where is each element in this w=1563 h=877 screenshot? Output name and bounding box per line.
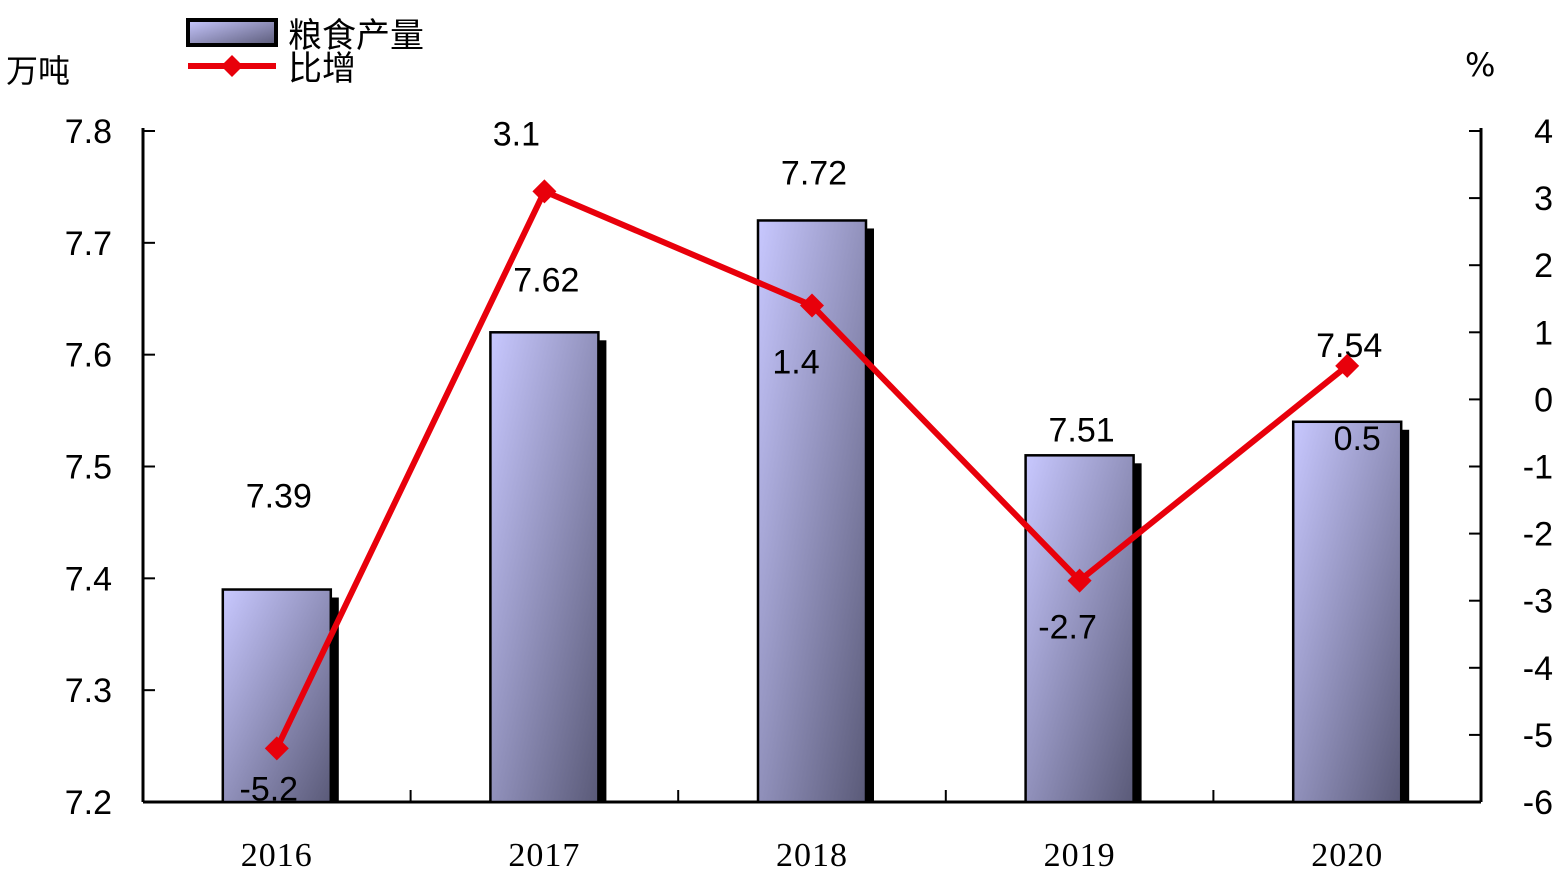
bar-value-labels: 7.397.627.727.517.54 — [246, 154, 1383, 515]
growth-value-label: 0.5 — [1334, 420, 1381, 458]
bar — [489, 331, 600, 804]
right-axis-ticks: -6 -5 -4 -3 -2 -1 0 1 2 3 4 — [1469, 113, 1553, 822]
line-value-labels: -5.2 3.1 1.4 -2.7 0.5 — [240, 115, 1381, 808]
left-axis-unit: 万吨 — [6, 52, 70, 90]
growth-value-label: -2.7 — [1038, 609, 1097, 647]
bar-value-label: 7.62 — [513, 261, 579, 299]
left-tick-label: 7.6 — [65, 337, 112, 375]
bar-value-label: 7.39 — [246, 478, 312, 516]
growth-point — [1335, 353, 1360, 378]
bar — [221, 588, 333, 804]
right-tick-label: -5 — [1523, 717, 1553, 755]
right-tick-label: 2 — [1534, 247, 1553, 285]
right-tick-label: -2 — [1523, 516, 1553, 554]
bar-series — [221, 219, 1410, 804]
growth-point — [800, 293, 824, 318]
right-tick-label: -1 — [1523, 449, 1553, 487]
x-axis-ticks: 2016 2017 2018 2019 2020 — [241, 790, 1383, 874]
bar-value-label: 7.72 — [781, 154, 847, 192]
growth-point — [532, 179, 557, 204]
bar — [1291, 420, 1403, 804]
left-axis-ticks: 7.2 7.3 7.4 7.5 7.6 7.7 7.8 — [65, 113, 155, 822]
line-series — [264, 179, 1360, 761]
x-tick-label: 2018 — [776, 837, 848, 874]
right-tick-label: 4 — [1534, 113, 1553, 151]
left-tick-label: 7.8 — [65, 113, 112, 151]
bar-value-label: 7.51 — [1049, 411, 1115, 449]
growth-point — [264, 736, 289, 761]
legend-marker-growth — [221, 55, 243, 77]
right-tick-label: -6 — [1523, 784, 1553, 822]
right-tick-label: 0 — [1534, 381, 1553, 419]
growth-point — [1067, 568, 1092, 593]
left-tick-label: 7.4 — [65, 560, 112, 598]
legend-swatch-production — [186, 18, 278, 47]
left-tick-label: 7.3 — [65, 672, 112, 710]
bar — [1024, 454, 1135, 804]
growth-value-label: 3.1 — [493, 115, 540, 153]
growth-value-label: 1.4 — [772, 343, 819, 381]
left-tick-label: 7.7 — [65, 225, 112, 263]
x-tick-label: 2020 — [1311, 837, 1383, 874]
x-tick-label: 2017 — [508, 837, 580, 874]
right-tick-label: 1 — [1534, 314, 1553, 352]
left-tick-label: 7.2 — [65, 784, 112, 822]
right-tick-label: -4 — [1523, 650, 1553, 688]
x-tick-label: 2016 — [241, 837, 313, 874]
legend-label-production: 粮食产量 — [288, 16, 424, 56]
right-tick-label: -3 — [1523, 583, 1553, 621]
growth-value-label: -5.2 — [240, 770, 299, 808]
legend: 粮食产量 比增 — [186, 16, 424, 89]
legend-label-growth: 比增 — [288, 49, 356, 89]
left-tick-label: 7.5 — [65, 449, 112, 487]
right-tick-label: 3 — [1534, 180, 1553, 218]
x-tick-label: 2019 — [1044, 837, 1116, 874]
right-axis-unit: % — [1465, 46, 1495, 84]
